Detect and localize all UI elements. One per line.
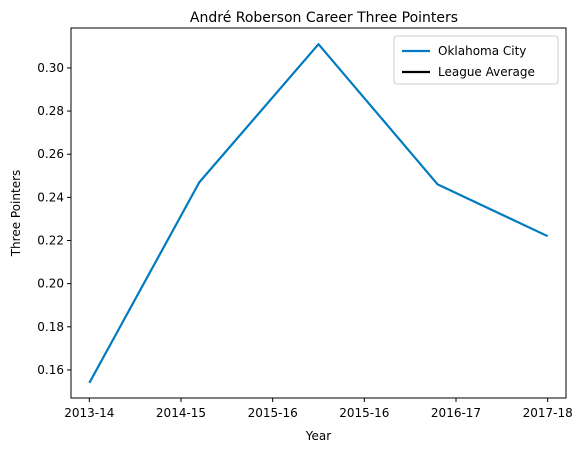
plot-area [88,43,549,384]
chart-title: André Roberson Career Three Pointers [190,10,458,26]
plot-frame [70,27,567,399]
series-line-0 [88,43,549,384]
y-tick-label: 0.22 [37,234,64,248]
y-tick-label: 0.28 [37,104,64,118]
x-tick-label: 2013-14 [64,406,114,420]
y-tick-label: 0.18 [37,320,64,334]
y-tick-label: 0.16 [37,363,64,377]
x-tick-label: 2015-16 [248,406,298,420]
x-axis: 2013-14 2014-15 2015-16 2015-16 2016-17 2017-… [64,398,573,420]
x-tick-label: 2016-17 [431,406,481,420]
y-tick-label: 0.26 [37,147,64,161]
legend-label: League Average [438,65,535,79]
y-axis: 0.16 0.18 0.20 0.22 0.24 0.26 0.28 0.30 [37,61,71,377]
y-tick-label: 0.30 [37,61,64,75]
x-tick-label: 2015-16 [339,406,389,420]
x-tick-label: 2014-15 [156,406,206,420]
legend-box [393,35,559,85]
legend: Oklahoma City League Average [393,35,559,85]
y-tick-label: 0.20 [37,277,64,291]
x-tick-label: 2017-18 [523,406,573,420]
x-axis-label: Year [305,429,331,443]
y-axis-label: Three Pointers [9,170,23,258]
legend-label: Oklahoma City [438,44,526,58]
y-tick-label: 0.24 [37,190,64,204]
